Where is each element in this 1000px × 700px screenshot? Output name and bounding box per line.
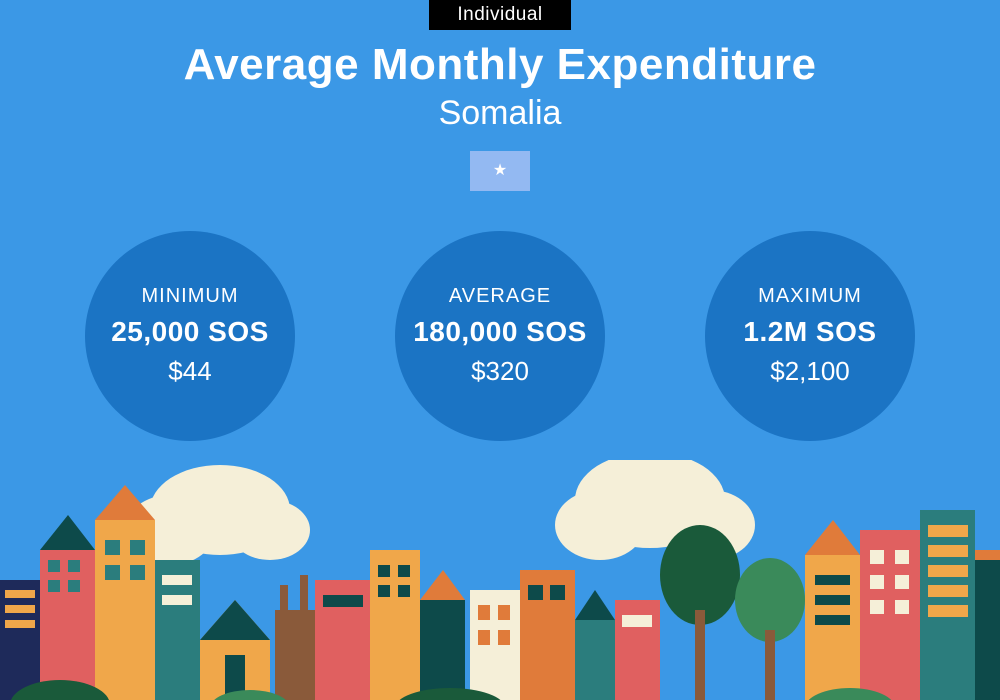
buildings-mid-right xyxy=(470,570,660,700)
stat-value: 1.2M SOS xyxy=(743,316,876,348)
flag-icon: ★ xyxy=(470,151,530,191)
flag-star-icon: ★ xyxy=(493,163,507,179)
clouds xyxy=(125,460,755,565)
cityscape-illustration xyxy=(0,460,1000,700)
category-badge: Individual xyxy=(429,0,570,30)
stat-circle-average: AVERAGE 180,000 SOS $320 xyxy=(395,231,605,441)
stat-usd: $320 xyxy=(471,356,529,387)
buildings-mid-left xyxy=(275,550,465,700)
stats-row: MINIMUM 25,000 SOS $44 AVERAGE 180,000 S… xyxy=(0,231,1000,441)
trees xyxy=(660,525,805,700)
stat-label: MAXIMUM xyxy=(758,285,862,308)
stat-circle-maximum: MAXIMUM 1.2M SOS $2,100 xyxy=(705,231,915,441)
stat-circle-minimum: MINIMUM 25,000 SOS $44 xyxy=(85,231,295,441)
buildings-right xyxy=(805,510,1000,700)
stat-usd: $2,100 xyxy=(770,356,850,387)
stat-label: AVERAGE xyxy=(449,285,551,308)
page-title: Average Monthly Expenditure xyxy=(0,40,1000,90)
stat-label: MINIMUM xyxy=(142,285,239,308)
stat-value: 180,000 SOS xyxy=(413,316,587,348)
stat-usd: $44 xyxy=(168,356,211,387)
country-subtitle: Somalia xyxy=(0,94,1000,133)
stat-value: 25,000 SOS xyxy=(111,316,269,348)
